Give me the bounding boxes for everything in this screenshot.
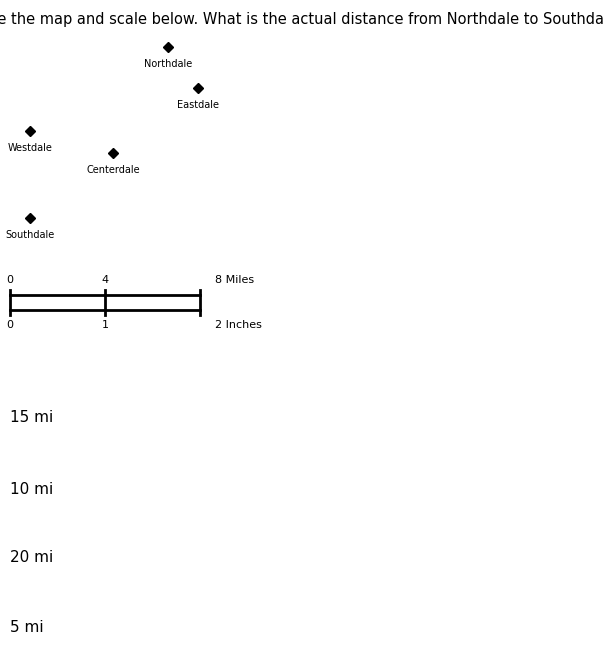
Text: 8 Miles: 8 Miles bbox=[215, 275, 254, 285]
Text: Westdale: Westdale bbox=[8, 143, 52, 153]
Text: 15 mi: 15 mi bbox=[10, 411, 53, 426]
Text: Centerdale: Centerdale bbox=[86, 165, 140, 175]
Text: 10 mi: 10 mi bbox=[10, 482, 53, 497]
Text: 0: 0 bbox=[7, 275, 13, 285]
Text: 2 Inches: 2 Inches bbox=[215, 320, 262, 330]
Text: Northdale: Northdale bbox=[144, 59, 192, 69]
Text: 4: 4 bbox=[101, 275, 109, 285]
Text: 5 mi: 5 mi bbox=[10, 620, 43, 635]
Text: Eastdale: Eastdale bbox=[177, 100, 219, 110]
Text: Use the map and scale below. What is the actual distance from Northdale to South: Use the map and scale below. What is the… bbox=[0, 12, 603, 27]
Text: 20 mi: 20 mi bbox=[10, 551, 53, 566]
Text: 0: 0 bbox=[7, 320, 13, 330]
Text: Southdale: Southdale bbox=[5, 230, 55, 240]
Text: 1: 1 bbox=[101, 320, 109, 330]
